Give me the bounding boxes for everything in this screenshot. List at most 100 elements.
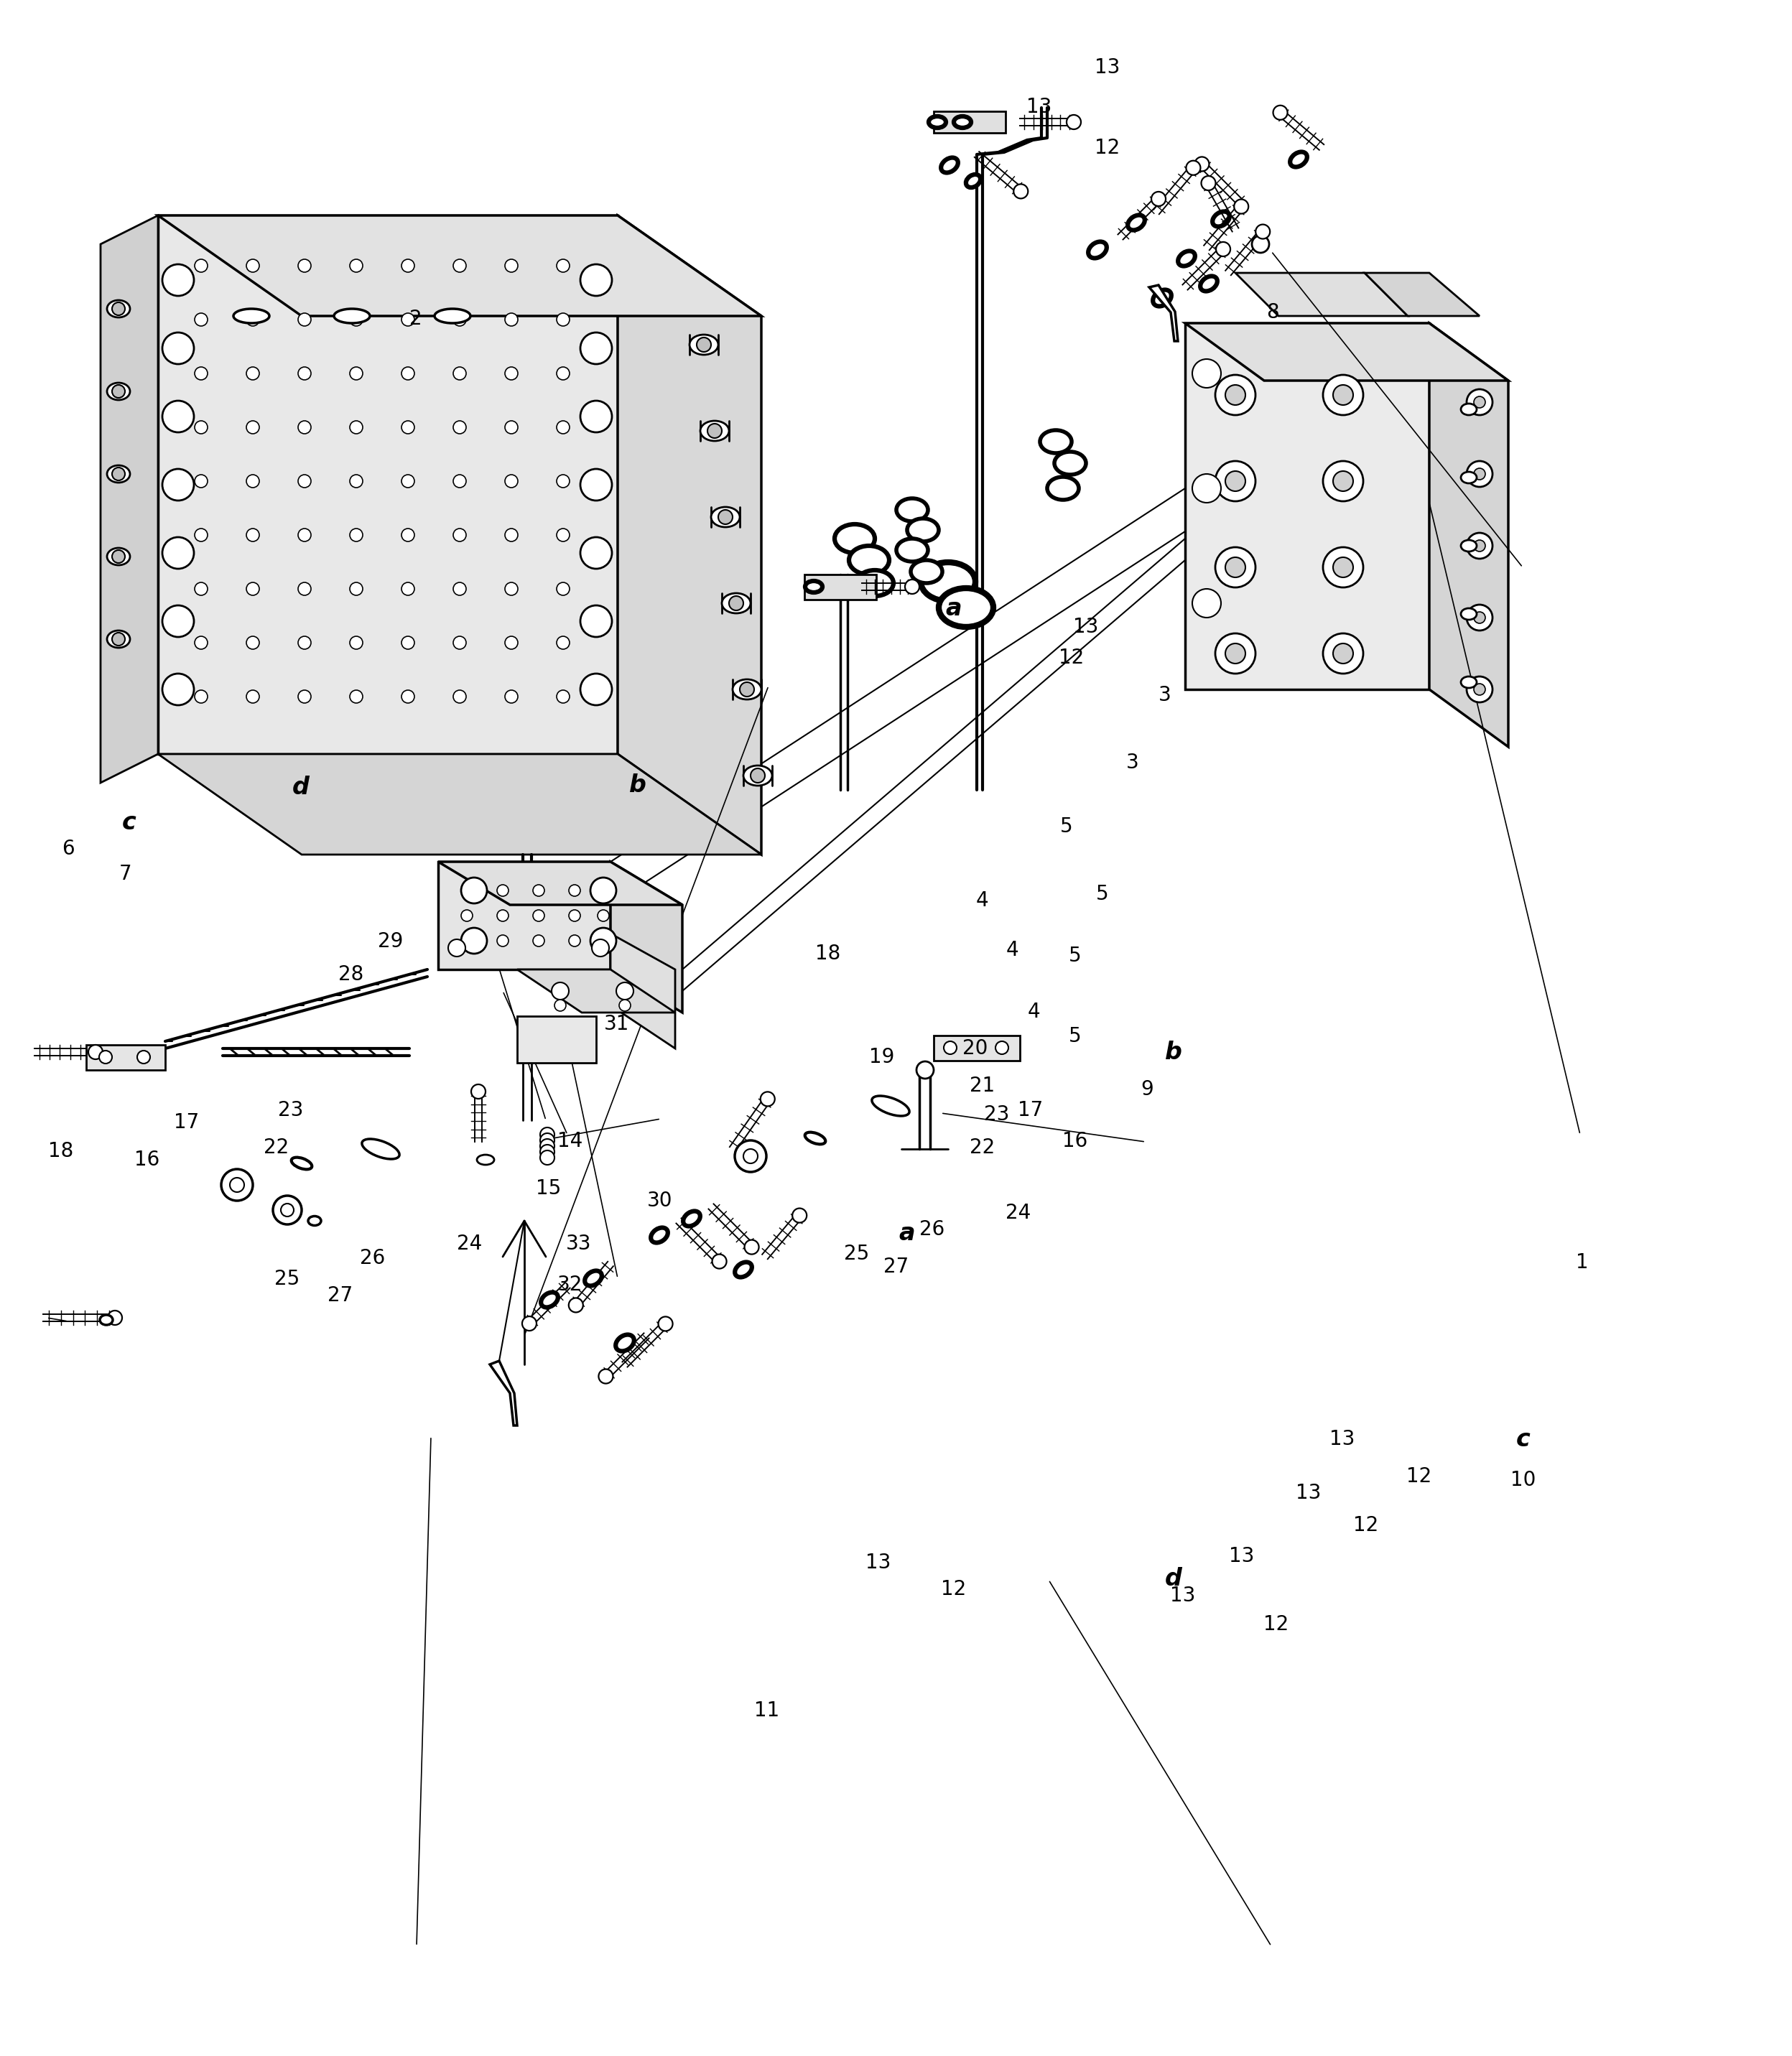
Circle shape [1215, 461, 1256, 502]
Circle shape [461, 911, 473, 921]
Circle shape [496, 884, 509, 896]
Circle shape [246, 582, 260, 596]
Circle shape [246, 366, 260, 380]
Polygon shape [611, 861, 683, 1012]
Text: a: a [898, 1221, 916, 1246]
Ellipse shape [108, 382, 131, 401]
Text: 10: 10 [1511, 1470, 1536, 1491]
Text: 22: 22 [969, 1137, 995, 1158]
Text: 12: 12 [941, 1579, 966, 1600]
Circle shape [297, 691, 312, 703]
Circle shape [401, 635, 414, 650]
Circle shape [297, 582, 312, 596]
Circle shape [113, 302, 125, 315]
Text: 22: 22 [263, 1137, 289, 1158]
Circle shape [163, 469, 194, 500]
Ellipse shape [108, 300, 131, 317]
Circle shape [581, 537, 611, 570]
Circle shape [1226, 384, 1245, 405]
Text: 13: 13 [1095, 58, 1120, 78]
Circle shape [272, 1197, 301, 1225]
Circle shape [916, 1061, 934, 1079]
Circle shape [597, 935, 609, 946]
Circle shape [944, 1040, 957, 1055]
Circle shape [163, 537, 194, 570]
Circle shape [1322, 633, 1364, 674]
Ellipse shape [584, 1271, 602, 1285]
Ellipse shape [896, 498, 928, 522]
Text: 12: 12 [1353, 1515, 1378, 1536]
Ellipse shape [1460, 541, 1477, 551]
Circle shape [1215, 374, 1256, 415]
Circle shape [1226, 644, 1245, 664]
Circle shape [597, 911, 609, 921]
Circle shape [1192, 360, 1220, 389]
Circle shape [349, 475, 362, 487]
Circle shape [220, 1170, 253, 1201]
Circle shape [1333, 471, 1353, 491]
Circle shape [195, 691, 208, 703]
Circle shape [1235, 199, 1249, 214]
Ellipse shape [953, 117, 971, 127]
Circle shape [246, 313, 260, 327]
Circle shape [1195, 156, 1210, 171]
Text: 12: 12 [1407, 1466, 1432, 1486]
Circle shape [581, 333, 611, 364]
Ellipse shape [711, 508, 740, 526]
Circle shape [349, 582, 362, 596]
Circle shape [539, 1127, 554, 1141]
Circle shape [1333, 557, 1353, 578]
Polygon shape [437, 861, 683, 905]
Ellipse shape [1177, 251, 1195, 265]
Circle shape [505, 635, 518, 650]
Circle shape [568, 935, 581, 946]
Circle shape [163, 604, 194, 637]
Circle shape [557, 475, 570, 487]
Text: 15: 15 [536, 1178, 561, 1199]
Circle shape [163, 333, 194, 364]
Ellipse shape [1127, 216, 1145, 230]
Polygon shape [518, 1016, 597, 1063]
Circle shape [246, 691, 260, 703]
Ellipse shape [1290, 152, 1306, 167]
Text: 16: 16 [1063, 1131, 1088, 1151]
Circle shape [461, 884, 473, 896]
Text: 13: 13 [866, 1552, 891, 1573]
Ellipse shape [735, 1262, 753, 1277]
Circle shape [297, 313, 312, 327]
Text: 24: 24 [457, 1234, 482, 1254]
Circle shape [297, 635, 312, 650]
Circle shape [113, 633, 125, 646]
Text: c: c [122, 810, 136, 835]
Circle shape [711, 1254, 726, 1269]
Ellipse shape [108, 549, 131, 565]
Circle shape [401, 528, 414, 541]
Circle shape [1473, 541, 1486, 551]
Circle shape [401, 421, 414, 434]
Circle shape [195, 582, 208, 596]
Circle shape [591, 940, 609, 956]
Ellipse shape [873, 1096, 909, 1116]
Circle shape [1217, 243, 1231, 257]
Text: 13: 13 [1229, 1546, 1254, 1567]
Polygon shape [518, 970, 676, 1012]
Polygon shape [1185, 323, 1509, 380]
Circle shape [453, 691, 466, 703]
Text: 5: 5 [1095, 884, 1109, 905]
Circle shape [751, 769, 765, 783]
Text: a: a [944, 596, 962, 621]
Circle shape [505, 475, 518, 487]
Circle shape [1253, 236, 1269, 253]
Circle shape [349, 366, 362, 380]
Circle shape [521, 1316, 536, 1330]
Circle shape [581, 674, 611, 705]
Text: 29: 29 [378, 931, 403, 952]
Polygon shape [437, 861, 611, 970]
Circle shape [744, 1149, 758, 1164]
Ellipse shape [434, 308, 471, 323]
Circle shape [401, 259, 414, 271]
Circle shape [1473, 397, 1486, 407]
Circle shape [113, 551, 125, 563]
Text: 23: 23 [278, 1100, 303, 1121]
Circle shape [195, 259, 208, 271]
